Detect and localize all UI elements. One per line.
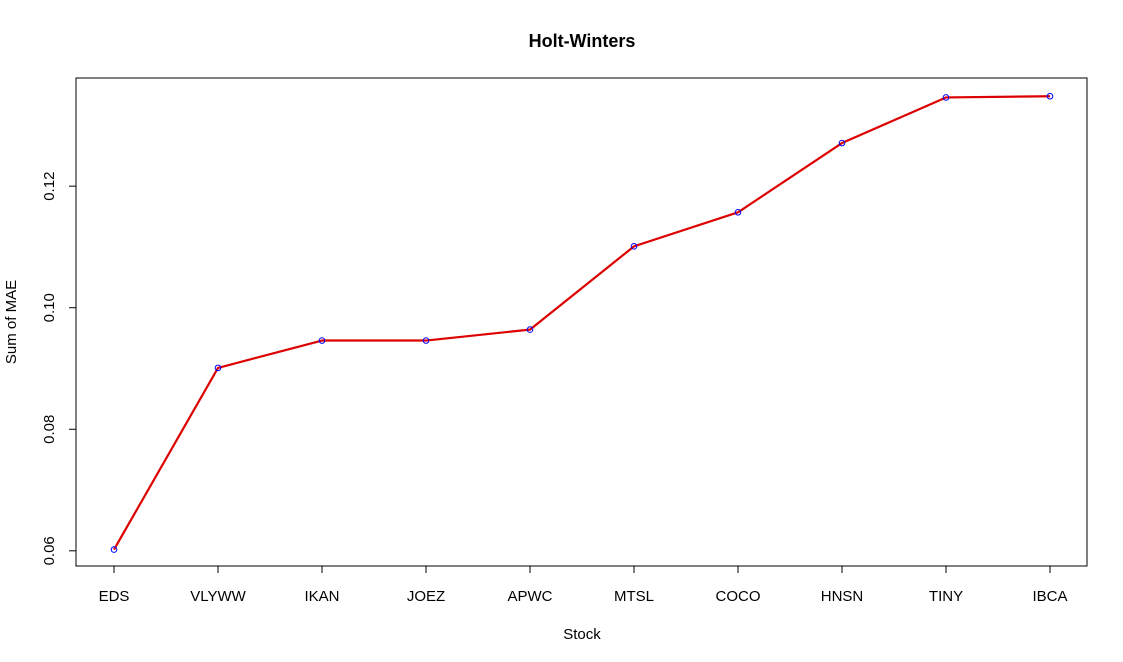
- x-tick-label: IKAN: [304, 588, 339, 605]
- data-point: [630, 243, 638, 250]
- x-tick-label: TINY: [929, 588, 963, 605]
- y-axis-label: Sum of MAE: [3, 280, 20, 364]
- plot-frame: [75, 77, 1088, 567]
- series-line: [110, 92, 1054, 553]
- data-point: [422, 337, 430, 344]
- y-tick-label: 0.08: [41, 415, 58, 444]
- x-tick-label: VLYWW: [190, 588, 246, 605]
- y-tick-label: 0.06: [41, 536, 58, 565]
- chart-title: Holt-Winters: [529, 31, 636, 51]
- x-tick-label: JOEZ: [407, 588, 445, 605]
- x-tick-label: MTSL: [614, 588, 654, 605]
- x-tick-label: APWC: [508, 588, 553, 605]
- x-tick-label: COCO: [716, 588, 761, 605]
- x-tick-label: EDS: [99, 588, 130, 605]
- y-axis: 0.06 0.08 0.10 0.12: [41, 172, 76, 565]
- y-tick-label: 0.10: [41, 293, 58, 322]
- x-tick-label: HNSN: [821, 588, 864, 605]
- data-point: [1046, 92, 1054, 100]
- data-point: [110, 546, 118, 553]
- data-point: [318, 337, 326, 344]
- y-tick-label: 0.12: [41, 172, 58, 201]
- data-point: [734, 209, 742, 216]
- data-point: [526, 326, 534, 333]
- data-point: [942, 94, 950, 101]
- x-axis: EDS VLYWW IKAN JOEZ APWC MTSL COCO HNSN TINY IBCA: [99, 566, 1068, 605]
- data-point: [838, 139, 846, 147]
- data-line: [113, 95, 1051, 551]
- data-point: [214, 364, 222, 372]
- x-tick-label: IBCA: [1032, 588, 1067, 605]
- x-axis-label: Stock: [563, 626, 601, 643]
